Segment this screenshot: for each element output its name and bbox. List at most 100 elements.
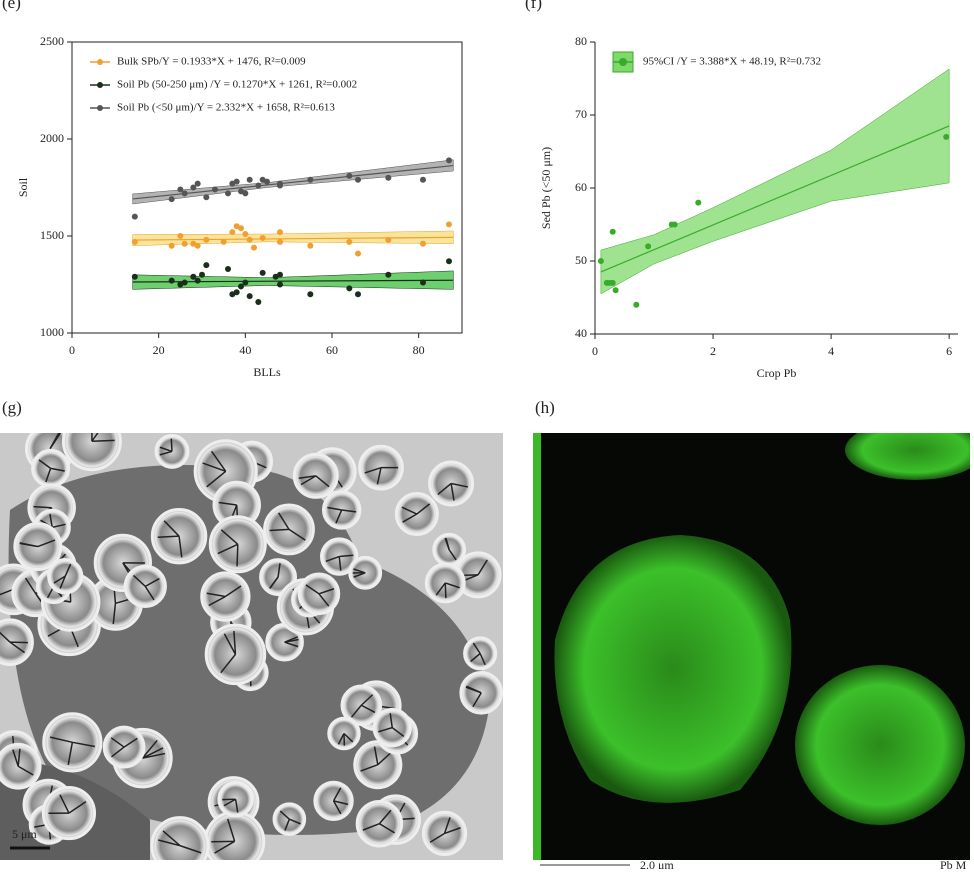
point <box>420 177 426 183</box>
point <box>255 183 261 189</box>
point <box>598 258 604 264</box>
point <box>195 243 201 249</box>
point <box>260 270 266 276</box>
point <box>242 280 248 286</box>
point <box>264 179 270 185</box>
legend-label: 95%CI /Y = 3.388*X + 48.19, R²=0.732 <box>643 56 821 68</box>
point <box>307 291 313 297</box>
point <box>355 250 361 256</box>
legend-marker <box>97 59 103 65</box>
panel-label: (g) <box>2 398 22 417</box>
cell-crack <box>92 440 115 441</box>
point <box>221 239 227 245</box>
y-tick-label: 80 <box>575 34 587 48</box>
point <box>385 272 391 278</box>
point <box>277 239 283 245</box>
point <box>247 177 253 183</box>
y-tick-label: 70 <box>575 107 587 121</box>
point <box>446 221 452 227</box>
point <box>277 272 283 278</box>
point <box>420 280 426 286</box>
point <box>645 243 651 249</box>
y-tick-label: 40 <box>575 326 587 340</box>
point <box>242 190 248 196</box>
y-tick-label: 50 <box>575 253 587 267</box>
point <box>355 177 361 183</box>
point <box>229 229 235 235</box>
x-tick-label: 0 <box>69 343 75 357</box>
fit-line <box>133 166 454 199</box>
confidence-band <box>601 69 949 294</box>
point <box>238 225 244 231</box>
point <box>277 183 283 189</box>
point <box>225 190 231 196</box>
panel-label: (h) <box>535 398 555 417</box>
point <box>132 274 138 280</box>
legend-marker <box>619 58 627 66</box>
point <box>346 173 352 179</box>
point <box>672 222 678 228</box>
point <box>346 285 352 291</box>
y-tick-label: 1000 <box>40 325 64 339</box>
scale-label: 5 μm <box>12 827 37 841</box>
point <box>132 214 138 220</box>
micrograph-h <box>533 420 974 860</box>
y-tick-label: 1500 <box>40 228 64 242</box>
point <box>260 235 266 241</box>
x-axis-label: BLLs <box>253 365 281 379</box>
point <box>177 233 183 239</box>
point <box>242 231 248 237</box>
x-tick-label: 20 <box>153 343 165 357</box>
point <box>277 282 283 288</box>
point <box>182 190 188 196</box>
point <box>633 302 639 308</box>
channel-label: Pb M <box>940 858 967 869</box>
point <box>169 196 175 202</box>
panel-label: (f) <box>525 0 542 12</box>
point <box>277 229 283 235</box>
x-tick-label: 40 <box>239 343 251 357</box>
point <box>234 179 240 185</box>
point <box>234 289 240 295</box>
point <box>169 278 175 284</box>
point <box>203 237 209 243</box>
y-tick-label: 2000 <box>40 131 64 145</box>
x-tick-label: 4 <box>828 344 834 358</box>
point <box>385 175 391 181</box>
point <box>695 200 701 206</box>
point <box>195 278 201 284</box>
point <box>610 280 616 286</box>
point <box>346 239 352 245</box>
y-tick-label: 60 <box>575 180 587 194</box>
scale-label: 2.0 μm <box>640 858 674 869</box>
point <box>307 177 313 183</box>
point <box>203 262 209 268</box>
y-axis-label: Sed Pb (<50 μm) <box>539 147 553 229</box>
point <box>169 243 175 249</box>
point <box>610 229 616 235</box>
point <box>203 194 209 200</box>
x-tick-label: 0 <box>592 344 598 358</box>
point <box>199 272 205 278</box>
point <box>212 186 218 192</box>
point <box>385 237 391 243</box>
cell-crack <box>171 439 172 452</box>
cell <box>152 818 208 869</box>
point <box>251 245 257 251</box>
point <box>132 239 138 245</box>
point <box>255 299 261 305</box>
x-axis-label: Crop Pb <box>757 366 797 380</box>
legend-label: Soil Pb (50-250 μm) /Y = 0.1270*X + 1261… <box>117 79 357 91</box>
micrograph-g <box>0 413 503 869</box>
point <box>446 258 452 264</box>
fit-line <box>601 126 949 272</box>
point <box>225 266 231 272</box>
point <box>195 181 201 187</box>
point <box>943 134 949 140</box>
legend-marker <box>97 105 103 111</box>
x-tick-label: 60 <box>326 343 338 357</box>
point <box>613 287 619 293</box>
point <box>307 243 313 249</box>
x-tick-label: 6 <box>946 344 952 358</box>
